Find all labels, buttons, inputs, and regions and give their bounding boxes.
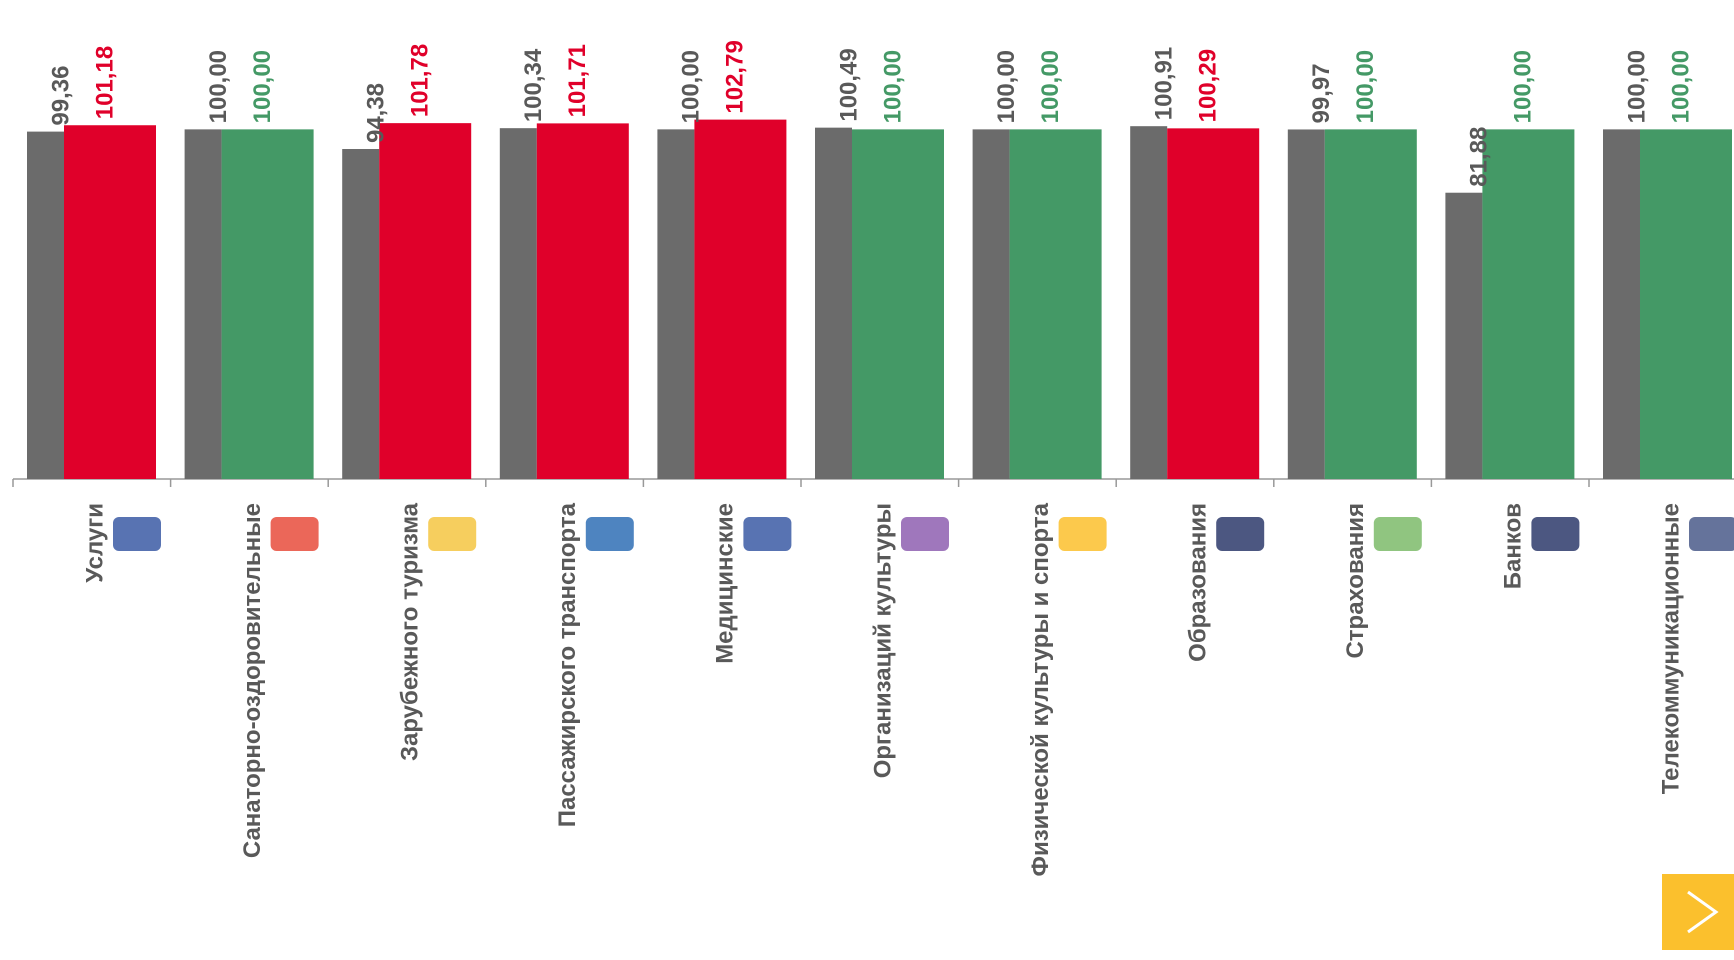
bar [379, 123, 472, 480]
x-tick-label: Медицинские [712, 503, 739, 664]
bar [64, 125, 156, 480]
bar [1603, 129, 1640, 479]
bar [1482, 129, 1575, 479]
bar [694, 119, 787, 480]
value-label: 101,71 [564, 44, 591, 117]
category-icon [113, 517, 161, 551]
category-icon [428, 517, 477, 551]
value-label: 100,00 [879, 50, 906, 123]
bar [1640, 129, 1732, 479]
value-label: 99,36 [47, 66, 74, 126]
x-tick-label: Организаций культуры [869, 503, 896, 778]
x-tick-label: Образования [1185, 503, 1212, 662]
bar [499, 128, 537, 479]
bar [1009, 129, 1102, 479]
bar [342, 149, 380, 479]
value-label: 100,00 [1623, 50, 1650, 123]
bar [815, 127, 852, 480]
category-icon [1216, 517, 1265, 551]
value-label: 100,49 [835, 48, 862, 121]
bar [1287, 129, 1325, 479]
x-tick-label: Услуги [81, 503, 108, 583]
next-arrow [1687, 890, 1719, 934]
bar [536, 123, 629, 480]
value-label: 81,88 [1466, 127, 1493, 187]
x-tick-label: Банков [1500, 503, 1527, 589]
bar [27, 131, 64, 479]
x-tick-label: Санаторно-оздоровительные [239, 503, 266, 858]
value-label: 102,79 [722, 40, 749, 113]
category-icon [585, 517, 634, 551]
x-tick-label: Физической культуры и спорта [1027, 502, 1054, 876]
value-label: 99,97 [1308, 63, 1335, 123]
category-icon [901, 517, 949, 551]
value-label: 100,00 [249, 50, 276, 123]
category-icon [270, 517, 319, 551]
category-icon [1373, 517, 1422, 551]
value-label: 100,34 [520, 48, 547, 122]
x-tick-label: Зарубежного туризма [397, 502, 424, 761]
bar [972, 129, 1010, 479]
bar [1130, 126, 1168, 479]
value-label: 100,00 [205, 50, 232, 123]
value-label: 100,00 [1352, 50, 1379, 123]
bar [1445, 192, 1483, 480]
x-tick-label: Страхования [1342, 503, 1369, 659]
x-tick-label: Телекоммуникационные [1657, 503, 1684, 794]
value-label: 101,18 [91, 46, 118, 119]
bar [657, 129, 695, 479]
value-label: 100,00 [993, 50, 1020, 123]
bar [852, 129, 944, 479]
category-icon [743, 517, 792, 551]
bar [184, 129, 222, 479]
bar [1167, 128, 1260, 480]
value-label: 94,38 [363, 83, 390, 143]
category-icon [1058, 517, 1107, 551]
bar [221, 129, 314, 479]
category-icon [1531, 517, 1580, 551]
bar [1324, 129, 1417, 479]
value-label: 100,00 [678, 50, 705, 123]
category-icon [1689, 517, 1734, 551]
x-tick-label: Пассажирского транспорта [554, 502, 581, 827]
value-label: 100,29 [1195, 49, 1222, 122]
value-label: 101,78 [407, 44, 434, 117]
next-button[interactable] [1662, 874, 1734, 950]
value-label: 100,91 [1151, 47, 1178, 120]
value-label: 100,00 [1667, 50, 1694, 123]
value-label: 100,00 [1037, 50, 1064, 123]
value-label: 100,00 [1510, 50, 1537, 123]
